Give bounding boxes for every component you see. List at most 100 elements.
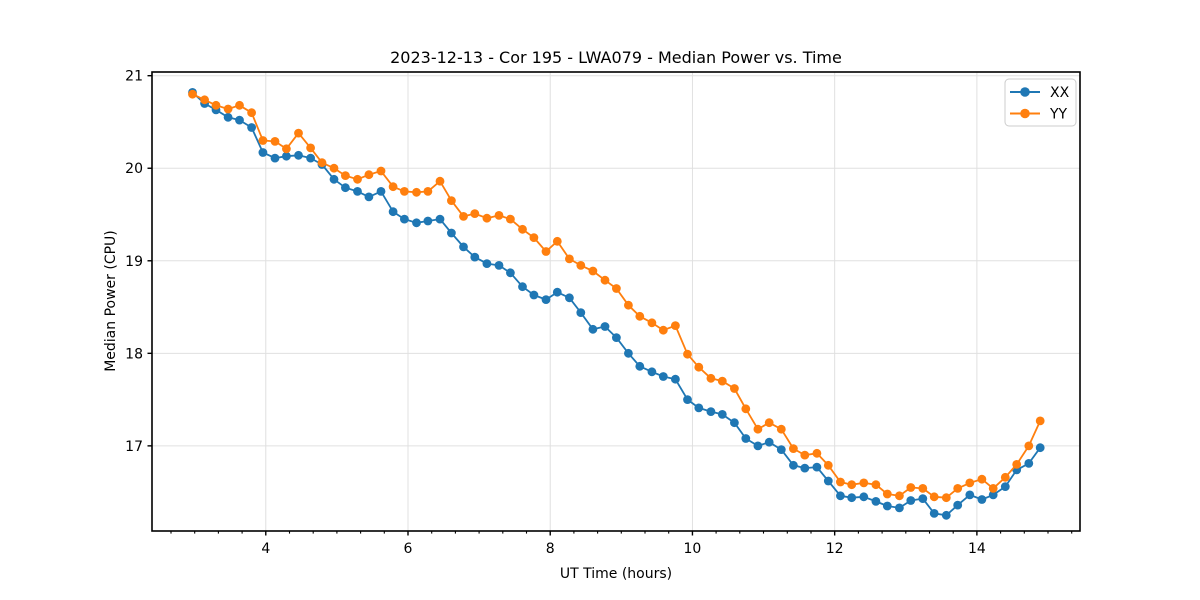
- data-point-XX: [859, 492, 869, 502]
- data-point-XX: [764, 437, 774, 447]
- data-point-YY: [376, 166, 386, 176]
- data-point-XX: [423, 216, 433, 226]
- data-point-XX: [977, 495, 987, 504]
- data-point-YY: [929, 492, 939, 502]
- data-point-YY: [294, 128, 303, 138]
- data-point-XX: [800, 463, 810, 473]
- data-point-YY: [895, 491, 904, 501]
- data-point-YY: [671, 321, 680, 330]
- data-point-XX: [247, 123, 256, 132]
- data-point-XX: [388, 207, 398, 217]
- data-point-YY: [776, 424, 786, 434]
- data-point-XX: [906, 496, 916, 505]
- data-point-YY: [836, 477, 845, 487]
- data-point-YY: [317, 158, 327, 168]
- data-point-XX: [1000, 482, 1010, 491]
- series-YY-markers: [188, 89, 1045, 503]
- data-point-XX: [658, 372, 668, 381]
- data-point-YY: [552, 236, 562, 246]
- data-point-XX: [988, 490, 998, 500]
- data-point-YY: [683, 349, 692, 359]
- data-point-YY: [988, 484, 998, 493]
- data-point-XX: [1024, 459, 1034, 468]
- data-point-XX: [753, 441, 763, 451]
- data-point-XX: [329, 174, 339, 184]
- y-axis-label: Median Power (CPU): [103, 230, 119, 372]
- data-point-YY: [847, 480, 857, 490]
- data-point-XX: [871, 497, 881, 506]
- data-point-YY: [211, 100, 221, 110]
- data-point-XX: [353, 187, 362, 196]
- data-point-XX: [1035, 443, 1045, 453]
- data-point-XX: [282, 151, 291, 161]
- data-point-XX: [364, 192, 374, 202]
- data-point-YY: [388, 182, 398, 192]
- data-point-YY: [823, 460, 833, 470]
- data-point-XX: [730, 418, 739, 428]
- data-point-YY: [600, 275, 610, 285]
- data-point-YY: [717, 376, 727, 386]
- data-point-XX: [518, 282, 527, 292]
- y-tick-label: 17: [125, 439, 143, 455]
- data-point-YY: [306, 143, 315, 153]
- data-point-YY: [529, 233, 539, 243]
- data-point-YY: [694, 362, 704, 372]
- data-point-XX: [258, 148, 268, 157]
- x-tick-label: 12: [826, 541, 844, 557]
- data-point-YY: [518, 224, 527, 234]
- data-point-YY: [470, 209, 480, 219]
- data-point-XX: [836, 491, 845, 501]
- y-tick-label: 20: [125, 161, 143, 177]
- data-point-YY: [247, 108, 256, 118]
- data-point-XX: [929, 509, 939, 518]
- data-point-XX: [647, 367, 657, 377]
- data-point-XX: [612, 333, 621, 342]
- data-point-XX: [823, 476, 833, 486]
- data-point-XX: [435, 214, 445, 224]
- data-point-YY: [977, 474, 987, 484]
- x-tick-label: 6: [404, 541, 413, 557]
- data-point-XX: [470, 252, 480, 262]
- data-point-XX: [706, 407, 716, 416]
- x-axis-label: UT Time (hours): [560, 566, 672, 582]
- series-YY-line: [192, 93, 1042, 499]
- data-point-YY: [1000, 472, 1010, 482]
- data-point-YY: [789, 444, 798, 453]
- chart-title: 2023-12-13 - Cor 195 - LWA079 - Median P…: [390, 48, 842, 67]
- data-point-XX: [447, 228, 456, 238]
- data-point-YY: [353, 174, 362, 184]
- data-point-YY: [188, 89, 197, 99]
- data-point-YY: [282, 144, 291, 154]
- data-point-YY: [730, 384, 739, 393]
- legend-item-YY: YY: [1010, 107, 1068, 123]
- data-point-YY: [506, 214, 515, 224]
- data-point-XX: [541, 295, 551, 304]
- data-point-YY: [541, 247, 551, 256]
- data-point-XX: [741, 434, 751, 443]
- data-point-XX: [965, 490, 975, 500]
- data-point-XX: [895, 503, 904, 513]
- data-point-XX: [624, 348, 633, 358]
- data-point-YY: [223, 104, 233, 114]
- data-point-XX: [400, 214, 409, 224]
- data-point-YY: [906, 483, 916, 492]
- data-point-YY: [753, 424, 763, 434]
- plot-spines: [151, 71, 1081, 532]
- x-tick-label: 10: [684, 541, 702, 557]
- data-point-YY: [635, 311, 645, 321]
- data-point-YY: [812, 448, 822, 458]
- data-point-XX: [789, 460, 798, 470]
- data-point-YY: [329, 163, 339, 173]
- data-point-XX: [635, 361, 645, 371]
- data-point-XX: [306, 153, 315, 163]
- data-point-YY: [1035, 416, 1045, 426]
- data-point-XX: [812, 462, 822, 472]
- y-tick-label: 18: [125, 346, 143, 362]
- data-point-XX: [600, 322, 610, 331]
- data-point-XX: [576, 308, 586, 317]
- data-point-YY: [612, 284, 621, 293]
- data-point-XX: [341, 183, 350, 193]
- data-point-XX: [529, 290, 539, 300]
- data-point-YY: [435, 176, 445, 186]
